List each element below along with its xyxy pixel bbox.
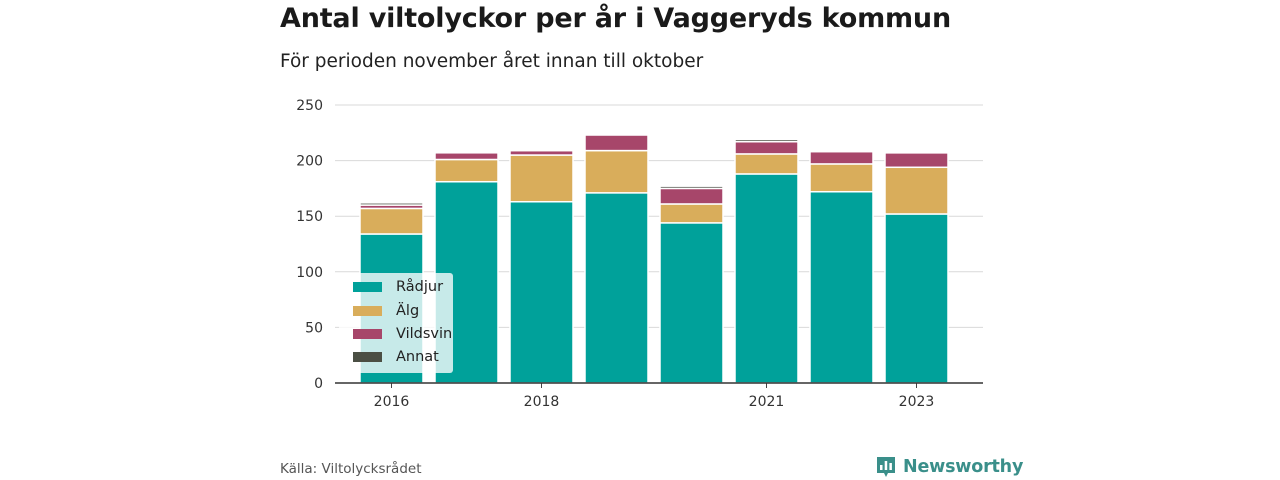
- bar-segment[interactable]: [659, 203, 724, 224]
- bar-segment[interactable]: [884, 213, 949, 384]
- bar-segment[interactable]: [809, 190, 874, 384]
- bar-segment[interactable]: [434, 158, 499, 183]
- chart-subtitle: För perioden november året innan till ok…: [280, 51, 704, 72]
- x-tick-label: 2018: [524, 394, 560, 410]
- bar-segment[interactable]: [884, 152, 949, 169]
- legend-item-annat: Annat: [353, 347, 439, 367]
- y-tick-label: 250: [296, 98, 323, 114]
- legend-swatch-alg: [353, 306, 382, 316]
- x-tick-label: 2016: [374, 394, 410, 410]
- bar-segment[interactable]: [734, 140, 799, 155]
- legend-label: Annat: [396, 349, 439, 365]
- source-note: Källa: Viltolycksrådet: [280, 461, 422, 477]
- newsworthy-logo-icon: [877, 457, 895, 477]
- bar-segment[interactable]: [659, 185, 724, 190]
- bar-segment[interactable]: [734, 153, 799, 175]
- bar-segment[interactable]: [509, 148, 574, 152]
- bar-segment[interactable]: [659, 187, 724, 205]
- x-tick-label: 2021: [749, 394, 785, 410]
- bar-segment[interactable]: [434, 152, 499, 161]
- bar-segment[interactable]: [359, 207, 424, 235]
- bar-segment[interactable]: [359, 202, 424, 206]
- y-tick-label: 150: [296, 209, 323, 225]
- bar-segment[interactable]: [884, 166, 949, 215]
- bar-segment[interactable]: [584, 192, 649, 384]
- legend-swatch-radjur: [353, 282, 382, 292]
- legend-label: Rådjur: [396, 279, 444, 295]
- bar-segment[interactable]: [509, 154, 574, 203]
- bar-segment[interactable]: [884, 150, 949, 154]
- brand-name: Newsworthy: [903, 457, 1024, 477]
- legend: Rådjur Älg Vildsvin Annat: [339, 273, 453, 373]
- bar-segment[interactable]: [809, 163, 874, 193]
- x-tick-label: 2023: [899, 394, 935, 410]
- bar-segment[interactable]: [734, 173, 799, 384]
- legend-item-alg: Älg: [353, 301, 419, 321]
- axes: 0 50 100 150 200 250 2016 2018 2021 2023: [296, 98, 983, 410]
- brand-logo[interactable]: Newsworthy: [875, 455, 1023, 479]
- legend-item-vildsvin: Vildsvin: [353, 324, 452, 344]
- legend-swatch-vildsvin: [353, 329, 382, 339]
- legend-label: Älg: [396, 303, 420, 319]
- legend-item-radjur: Rådjur: [353, 277, 443, 297]
- bar-segment[interactable]: [584, 149, 649, 194]
- y-tick-label: 50: [305, 320, 323, 336]
- bar-segment[interactable]: [509, 200, 574, 384]
- y-tick-label: 0: [314, 376, 323, 392]
- y-tick-label: 200: [296, 154, 323, 170]
- legend-swatch-annat: [353, 352, 382, 362]
- y-tick-label: 100: [296, 265, 323, 281]
- bar-segment[interactable]: [734, 138, 799, 143]
- chart-title: Antal viltolyckor per år i Vaggeryds kom…: [280, 3, 951, 34]
- bar-segment[interactable]: [584, 134, 649, 152]
- bar-segment[interactable]: [809, 150, 874, 165]
- bar-segment[interactable]: [659, 222, 724, 384]
- legend-label: Vildsvin: [396, 326, 453, 342]
